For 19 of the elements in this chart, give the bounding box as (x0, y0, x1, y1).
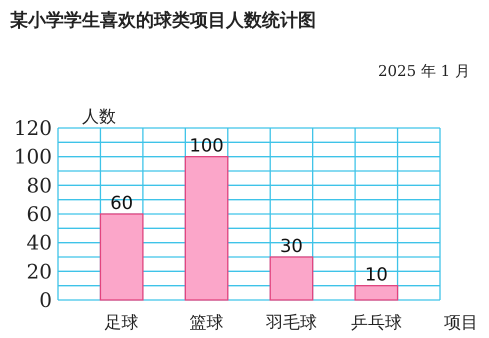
bar (100, 213, 144, 301)
y-tick-label: 40 (26, 230, 52, 255)
y-axis-title: 人数 (82, 107, 116, 127)
x-tick-label: 乒乓球 (350, 313, 402, 333)
bar (184, 156, 228, 301)
y-tick-label: 20 (26, 259, 52, 284)
y-tick-label: 120 (14, 116, 52, 140)
chart-subtitle: 2025 年 1 月 (378, 62, 470, 80)
y-tick-label: 80 (26, 173, 52, 198)
y-tick-label: 60 (26, 202, 52, 226)
chart-title: 某小学学生喜欢的球类项目人数统计图 (9, 10, 316, 31)
y-tick-label: 100 (14, 144, 52, 169)
x-tick-label: 足球 (104, 313, 139, 333)
x-tick-label: 篮球 (190, 313, 224, 333)
x-axis-title: 项目 (444, 313, 478, 333)
x-tick-label: 羽毛球 (264, 313, 317, 333)
bar (270, 256, 314, 301)
y-tick-label: 0 (39, 288, 52, 312)
bar (354, 285, 398, 301)
